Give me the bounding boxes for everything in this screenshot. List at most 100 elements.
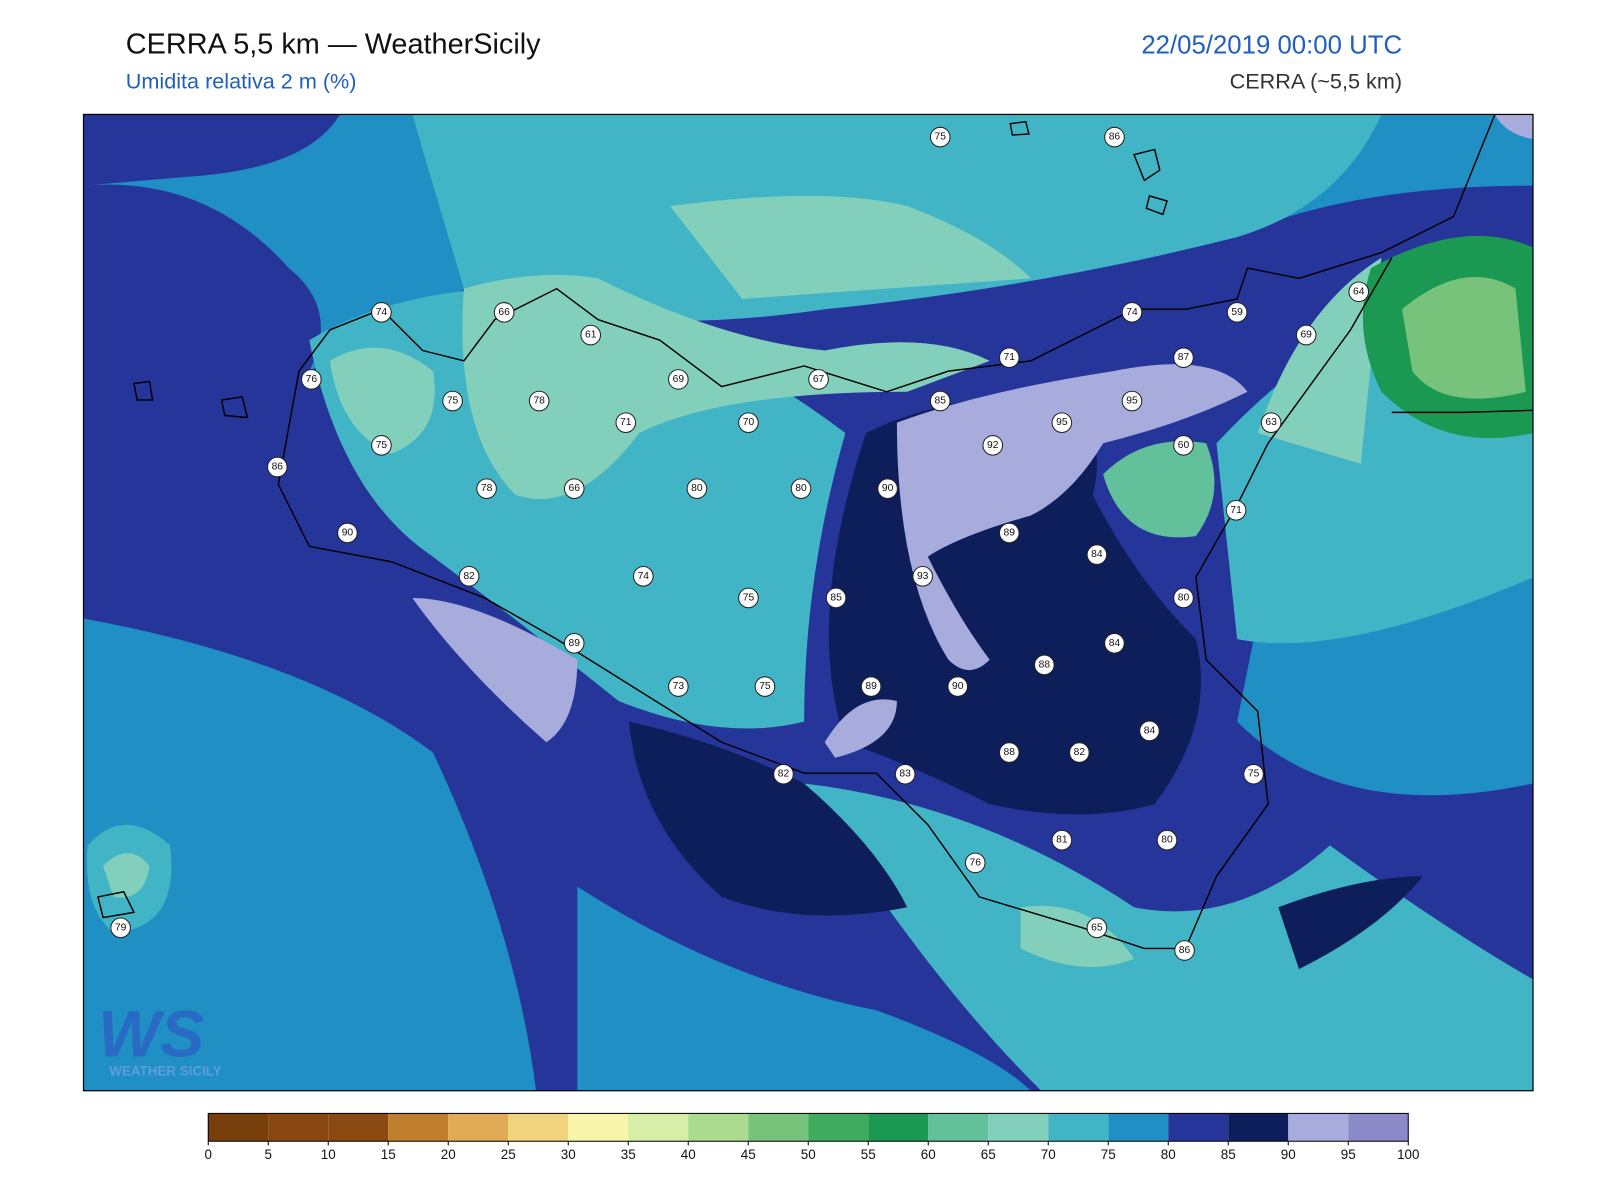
station-marker — [1121, 302, 1143, 323]
title: CERRA 5,5 km — WeatherSicily — [126, 29, 541, 61]
subtitle: Umidita relativa 2 m (%) — [126, 69, 357, 94]
station-marker — [580, 324, 602, 346]
colorbar-tick-label: 45 — [741, 1147, 756, 1162]
colorbar-tick-label: 80 — [1161, 1147, 1176, 1162]
station-value: 82 — [463, 571, 475, 582]
station-value: 74 — [638, 571, 650, 582]
logo-text: WEATHER SICILY — [109, 1063, 221, 1078]
station-marker — [1121, 390, 1143, 412]
station-marker — [1156, 829, 1178, 851]
colorbar-tick-label: 85 — [1221, 1147, 1236, 1162]
colorbar-tick-label: 20 — [441, 1147, 456, 1162]
colorbar-cell — [388, 1113, 449, 1142]
colorbar-tick-label: 10 — [321, 1147, 336, 1162]
station-marker — [1243, 763, 1264, 785]
station-value: 80 — [795, 483, 807, 494]
station-value: 75 — [376, 440, 388, 451]
station-marker — [860, 676, 882, 697]
field-band — [1103, 441, 1215, 538]
station-marker — [1225, 499, 1247, 521]
field-band — [412, 597, 578, 743]
station-value: 74 — [376, 307, 388, 318]
logo-mark: WS — [98, 997, 204, 1071]
station-value: 80 — [1161, 835, 1173, 846]
station-marker — [964, 852, 986, 874]
coastline — [1391, 409, 1533, 414]
field-band — [804, 783, 1533, 1091]
colorbar-cell — [1228, 1113, 1289, 1142]
station-value: 93 — [917, 571, 929, 582]
station-value: 85 — [830, 592, 842, 603]
field-band — [1402, 277, 1526, 399]
station-value: 70 — [743, 417, 755, 428]
station-value: 60 — [1178, 440, 1190, 451]
station-value: 88 — [1039, 659, 1051, 670]
station-marker — [458, 565, 480, 587]
station-marker — [773, 763, 794, 785]
field-band — [628, 721, 908, 916]
colorbar-tick-label: 95 — [1341, 1147, 1356, 1162]
station-value: 75 — [759, 681, 771, 692]
station-value: 74 — [1126, 307, 1138, 318]
station-value: 67 — [813, 374, 825, 385]
station-marker — [1086, 917, 1108, 939]
colorbar-cell — [988, 1113, 1049, 1142]
stations: 75 86 74 66 61 74 59 64 69 76 75 78 69 67 71 87 85 95 95 63… — [110, 126, 1370, 961]
station-marker — [337, 522, 358, 544]
station-value: 80 — [691, 483, 703, 494]
colorbar: 0 5 10 15 20 25 30 35 40 45 50 55 60 65 70 75 80 85 90 95 10… — [205, 1112, 1419, 1162]
station-value: 81 — [1056, 835, 1068, 846]
field-band — [1278, 876, 1423, 970]
field-band — [1020, 905, 1135, 968]
field-band — [670, 195, 1031, 299]
colorbar-cell — [1348, 1113, 1409, 1142]
station-marker — [754, 676, 776, 697]
station-marker — [371, 435, 392, 456]
station-value: 88 — [1004, 747, 1016, 758]
station-value: 82 — [1074, 747, 1086, 758]
station-marker — [1139, 720, 1160, 742]
station-value: 90 — [882, 483, 894, 494]
station-marker — [632, 565, 654, 587]
station-marker — [947, 676, 969, 697]
station-value: 95 — [1056, 417, 1068, 428]
station-marker — [686, 478, 708, 499]
station-value: 63 — [1265, 417, 1277, 428]
station-value: 86 — [1179, 945, 1191, 956]
humidity-field — [83, 114, 1533, 1091]
colorbar-cell — [808, 1113, 869, 1142]
station-marker — [615, 412, 637, 433]
station-value: 75 — [447, 396, 459, 407]
station-value: 66 — [568, 483, 580, 494]
station-value: 78 — [533, 396, 545, 407]
station-marker — [476, 478, 497, 499]
station-value: 79 — [115, 922, 127, 933]
station-marker — [493, 302, 515, 323]
station-value: 95 — [1126, 396, 1138, 407]
station-marker — [825, 587, 847, 609]
station-marker — [998, 522, 1020, 544]
coastline — [298, 114, 1496, 393]
field-band — [103, 853, 150, 898]
station-marker — [668, 676, 689, 697]
colorbar-cell — [328, 1113, 389, 1142]
station-value: 90 — [952, 681, 964, 692]
station-marker — [1173, 587, 1194, 609]
station-marker — [1348, 281, 1370, 303]
coastline — [97, 120, 1168, 919]
station-value: 76 — [306, 374, 318, 385]
station-marker — [267, 456, 288, 478]
model-label: CERRA (~5,5 km) — [1230, 69, 1402, 94]
station-value: 64 — [1353, 286, 1365, 297]
station-value: 86 — [1109, 132, 1121, 143]
colorbar-cell — [868, 1113, 929, 1142]
station-value: 83 — [899, 769, 911, 780]
station-marker — [738, 587, 759, 609]
coastline — [277, 257, 1393, 950]
colorbar-cell — [1048, 1113, 1109, 1142]
station-value: 61 — [585, 330, 597, 341]
station-marker — [528, 390, 550, 412]
colorbar-cell — [628, 1113, 689, 1142]
station-marker — [668, 369, 689, 390]
colorbar-tick-label: 35 — [621, 1147, 636, 1162]
